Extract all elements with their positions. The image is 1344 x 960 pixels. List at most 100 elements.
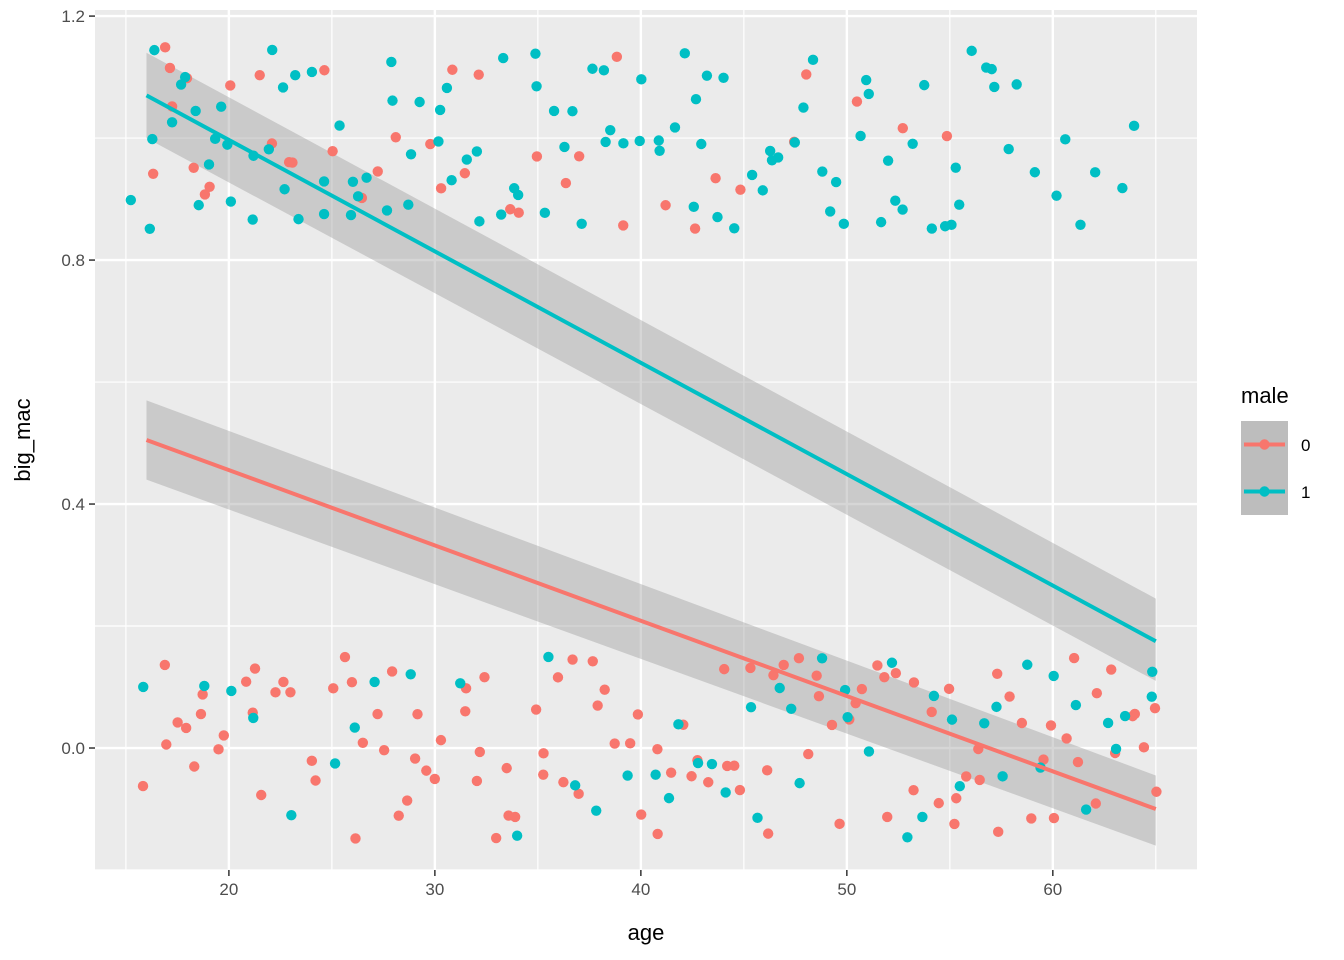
data-point	[706, 758, 718, 770]
data-point	[240, 676, 252, 687]
data-point	[421, 765, 432, 776]
data-point	[1138, 742, 1150, 753]
data-point	[435, 183, 447, 194]
data-point	[632, 709, 644, 720]
x-tick-label: 40	[631, 880, 650, 899]
data-point	[587, 63, 598, 74]
data-point	[1089, 167, 1101, 178]
fit-lines	[145, 93, 1157, 811]
data-point	[213, 744, 224, 755]
data-point	[710, 173, 721, 184]
data-point	[634, 135, 645, 147]
data-point	[189, 761, 200, 772]
data-point	[890, 195, 901, 206]
data-point	[180, 722, 192, 734]
data-point	[897, 204, 908, 215]
data-point	[498, 52, 509, 64]
data-point	[471, 146, 483, 157]
data-point	[954, 199, 965, 210]
data-point	[872, 660, 883, 671]
data-point	[624, 738, 636, 749]
data-point	[347, 176, 359, 187]
data-point	[567, 106, 578, 117]
data-point	[479, 671, 490, 683]
data-point	[434, 104, 446, 116]
data-point	[1147, 666, 1158, 677]
data-point	[327, 145, 338, 157]
x-axis-title: age	[628, 920, 665, 945]
data-point	[1060, 134, 1071, 145]
data-point	[381, 205, 393, 216]
data-point	[285, 687, 296, 698]
data-point	[807, 54, 819, 66]
data-point	[679, 48, 690, 59]
data-point	[461, 154, 472, 165]
data-point	[609, 738, 620, 749]
data-point	[513, 207, 524, 218]
legend-title: male	[1241, 383, 1289, 408]
data-point	[718, 72, 729, 84]
data-point	[310, 775, 321, 786]
x-tick-label: 30	[425, 880, 444, 899]
data-point	[1072, 756, 1084, 768]
data-point	[622, 770, 633, 781]
data-point	[1106, 664, 1117, 675]
data-point	[378, 744, 390, 756]
data-point	[306, 66, 318, 78]
data-point	[928, 690, 940, 702]
data-point	[218, 730, 229, 741]
data-point	[801, 69, 812, 80]
data-point	[729, 760, 740, 771]
data-point	[412, 708, 423, 720]
data-point	[263, 144, 275, 155]
legend-key-point	[1259, 486, 1270, 497]
data-point	[669, 122, 681, 133]
data-point	[441, 82, 453, 94]
data-point	[405, 149, 417, 160]
data-point	[1090, 798, 1102, 809]
data-point	[387, 95, 398, 106]
data-point	[686, 771, 697, 782]
data-point	[349, 722, 360, 733]
data-point	[1129, 708, 1141, 720]
data-point	[598, 65, 610, 76]
data-point	[144, 223, 156, 234]
data-point	[879, 671, 890, 683]
data-point	[689, 223, 701, 234]
data-point	[147, 168, 159, 179]
data-point	[954, 781, 965, 792]
fit-line	[145, 438, 1157, 811]
data-point	[993, 826, 1004, 838]
data-point	[290, 70, 301, 81]
data-point	[863, 746, 875, 757]
data-point	[757, 185, 768, 196]
data-point	[225, 196, 237, 207]
data-point	[1004, 691, 1015, 702]
data-point	[248, 712, 259, 724]
data-point	[842, 711, 853, 723]
data-point	[826, 719, 838, 731]
data-point	[149, 44, 160, 56]
data-point	[350, 833, 361, 844]
data-point	[199, 680, 210, 692]
data-point	[650, 769, 661, 780]
plot-panel	[95, 10, 1197, 870]
data-point	[798, 102, 809, 113]
data-point	[718, 663, 730, 675]
data-point	[599, 684, 610, 695]
data-point	[902, 832, 913, 843]
data-point	[490, 832, 502, 844]
data-point	[531, 151, 543, 162]
data-point	[997, 771, 1008, 782]
data-point	[834, 818, 845, 830]
data-point	[278, 676, 289, 688]
data-point	[369, 676, 380, 688]
data-point	[560, 177, 572, 189]
x-tick-label: 60	[1043, 880, 1062, 899]
data-point	[460, 706, 471, 717]
data-point	[1029, 167, 1041, 178]
data-point	[946, 219, 957, 231]
data-point	[501, 762, 512, 774]
data-point	[652, 828, 663, 840]
data-point	[1146, 691, 1157, 702]
